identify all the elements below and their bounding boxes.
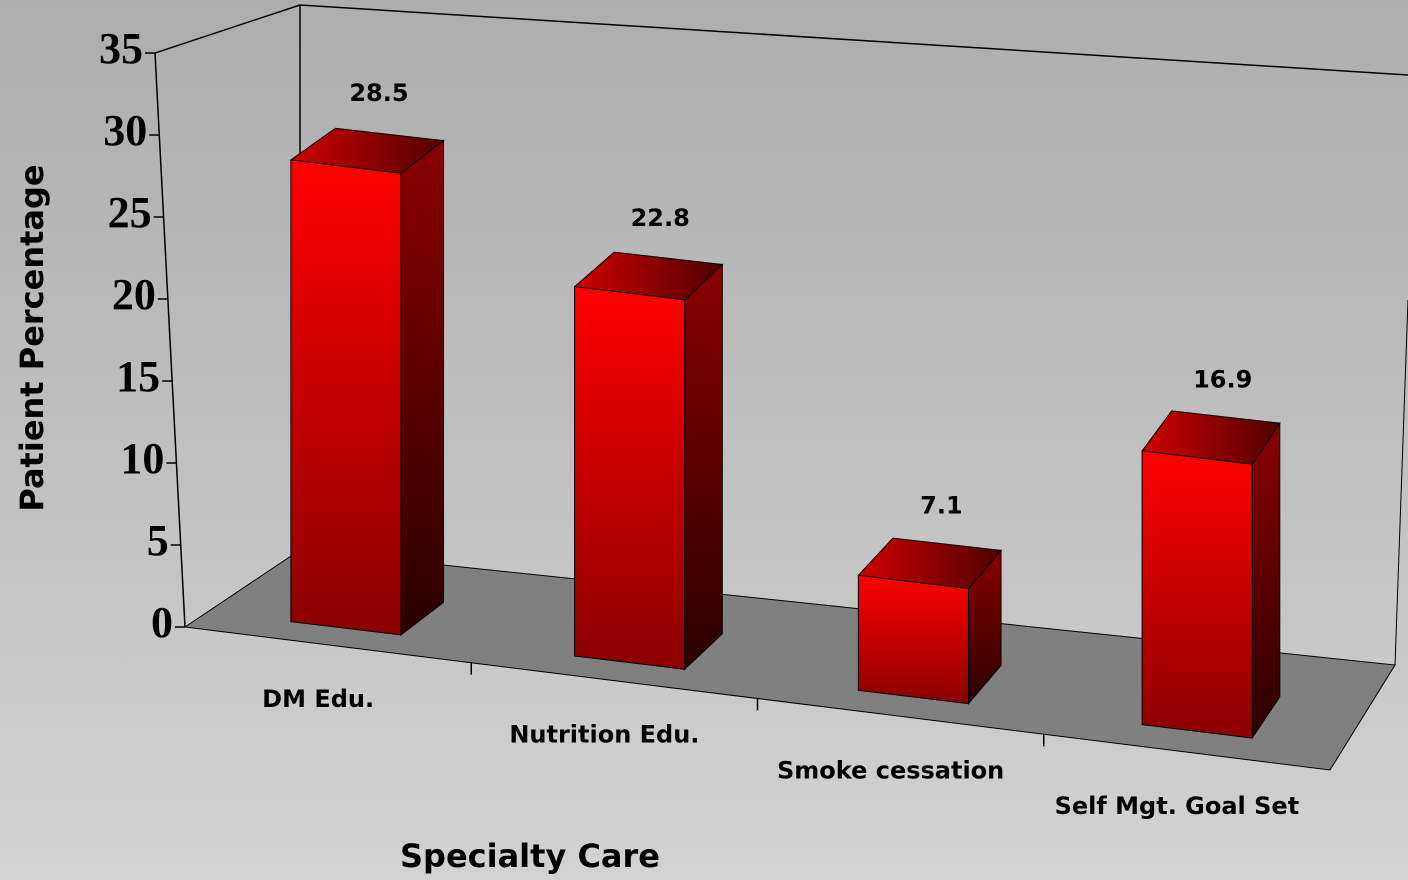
x-axis-label: Specialty Care — [400, 837, 660, 875]
bar-side — [1251, 421, 1281, 740]
y-tick-label: 35 — [99, 24, 143, 73]
bar — [289, 127, 445, 636]
bar-front — [574, 286, 686, 670]
y-tick-label: 0 — [151, 598, 173, 647]
right-wall — [1394, 299, 1408, 666]
bar — [573, 251, 724, 671]
x-tick-label: Self Mgt. Goal Set — [1055, 792, 1300, 820]
bar — [1141, 410, 1281, 740]
y-tick-label: 5 — [147, 516, 169, 565]
y-tick-label: 10 — [120, 434, 164, 483]
bar — [857, 537, 1003, 706]
value-label: 22.8 — [631, 204, 690, 232]
x-tick-label: DM Edu. — [262, 685, 374, 713]
bar-side — [684, 263, 723, 671]
x-tick-label: Nutrition Edu. — [509, 721, 699, 749]
y-tick-label: 30 — [103, 106, 147, 155]
x-tick-label: Smoke cessation — [777, 756, 1004, 784]
value-label: 7.1 — [920, 491, 963, 519]
bar-front — [1141, 450, 1253, 739]
y-tick-label: 15 — [116, 352, 160, 401]
y-axis-label: Patient Percentage — [13, 164, 51, 511]
bar-side — [400, 139, 445, 636]
bar-front — [857, 574, 969, 705]
y-tick-label: 20 — [112, 270, 156, 319]
value-label: 16.9 — [1193, 366, 1252, 394]
y-tick-label: 25 — [108, 188, 152, 237]
bar-front — [290, 159, 402, 636]
value-label: 28.5 — [349, 79, 408, 107]
